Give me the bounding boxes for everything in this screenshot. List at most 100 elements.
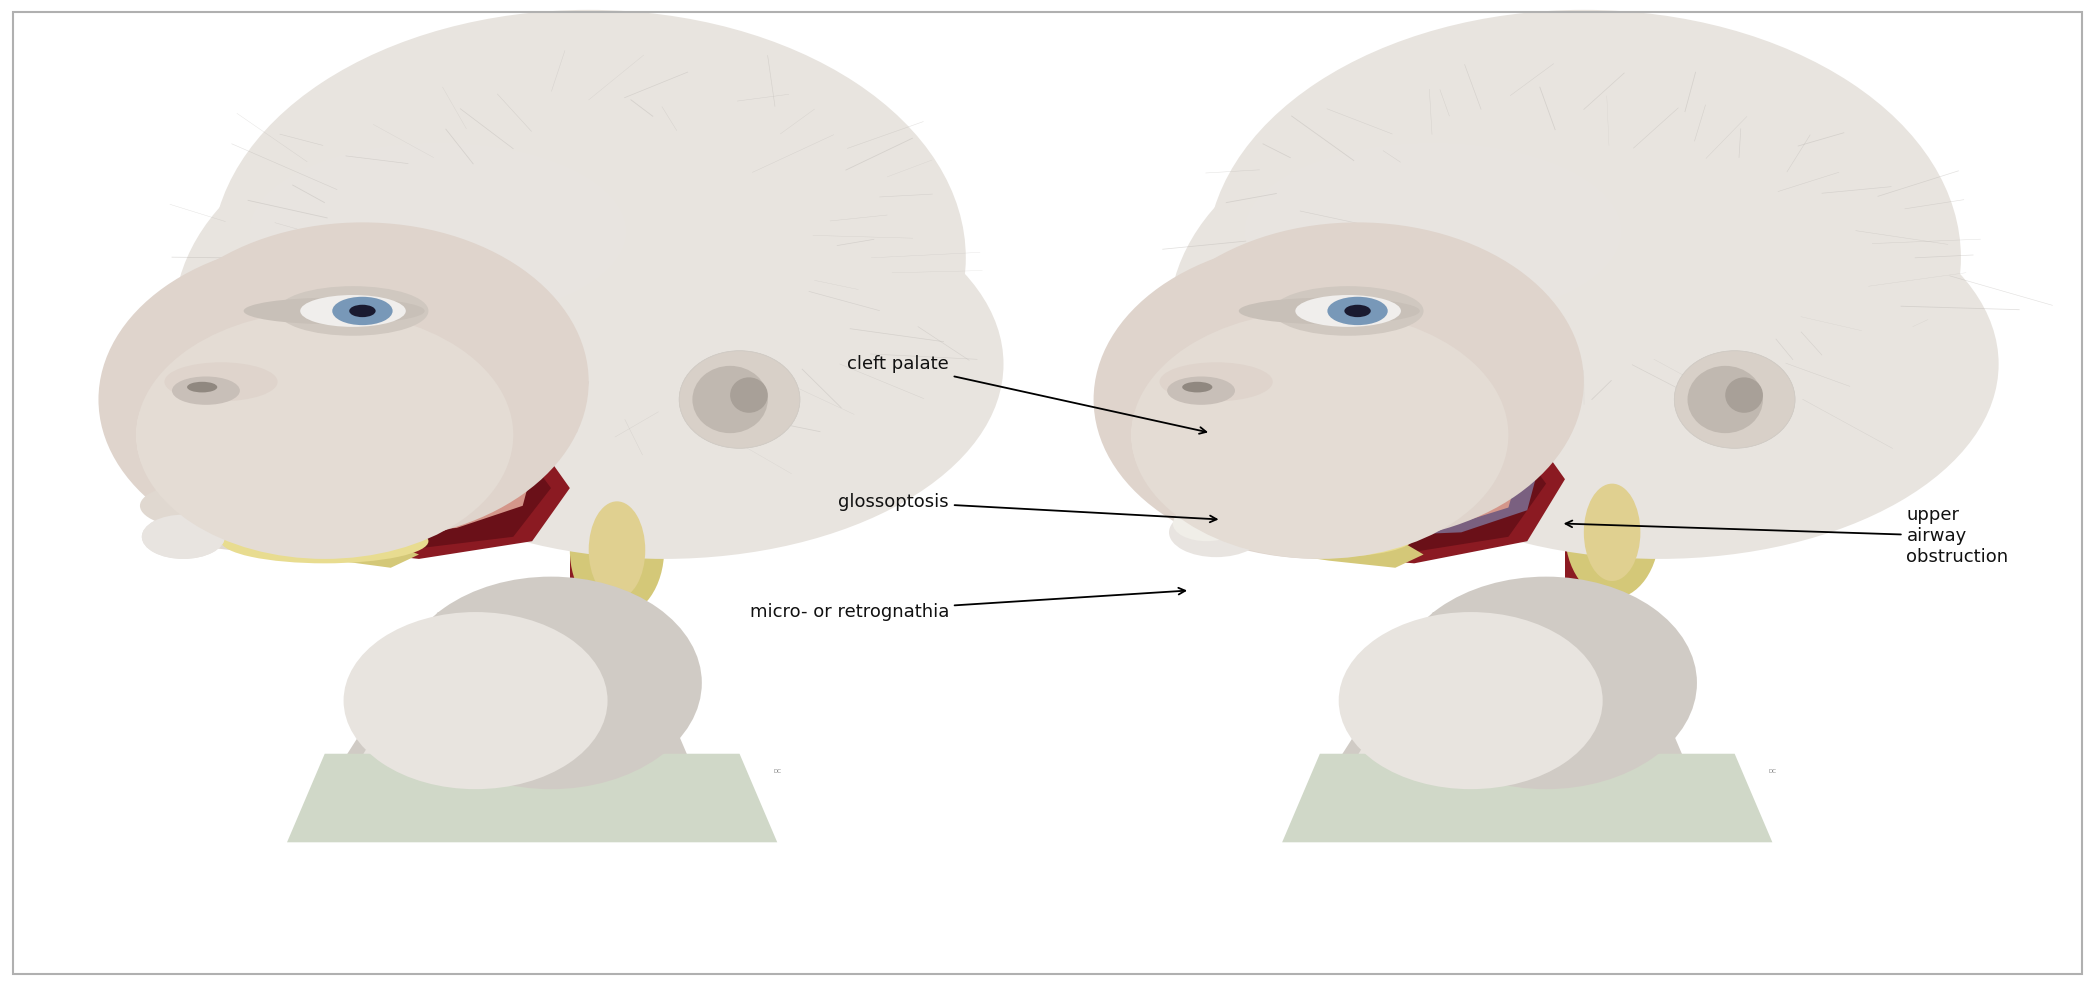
Polygon shape — [174, 519, 249, 550]
Ellipse shape — [729, 377, 767, 413]
Ellipse shape — [300, 295, 406, 327]
Polygon shape — [287, 754, 777, 842]
Polygon shape — [1282, 754, 1772, 842]
Ellipse shape — [174, 107, 777, 532]
Ellipse shape — [1272, 286, 1425, 336]
Ellipse shape — [277, 286, 427, 336]
Polygon shape — [1349, 612, 1659, 771]
Ellipse shape — [1659, 293, 1886, 470]
Ellipse shape — [1328, 297, 1387, 325]
Ellipse shape — [1689, 366, 1764, 433]
Polygon shape — [201, 403, 513, 461]
Polygon shape — [325, 612, 702, 789]
Ellipse shape — [243, 297, 425, 324]
Ellipse shape — [729, 377, 767, 413]
Ellipse shape — [1584, 125, 1886, 338]
Ellipse shape — [1207, 10, 1961, 506]
Polygon shape — [1565, 488, 1622, 771]
Ellipse shape — [1182, 382, 1213, 393]
Ellipse shape — [679, 350, 800, 448]
Text: cleft palate: cleft palate — [846, 355, 1207, 434]
Ellipse shape — [1689, 366, 1764, 433]
Ellipse shape — [1339, 612, 1603, 789]
Ellipse shape — [201, 435, 503, 523]
Ellipse shape — [1161, 362, 1274, 401]
Ellipse shape — [1345, 305, 1370, 317]
Ellipse shape — [1295, 295, 1402, 327]
Polygon shape — [1226, 437, 1536, 536]
Ellipse shape — [136, 222, 589, 541]
Ellipse shape — [1161, 362, 1274, 401]
Text: upper
airway
obstruction: upper airway obstruction — [1565, 507, 2009, 566]
Ellipse shape — [1295, 295, 1402, 327]
Polygon shape — [570, 488, 626, 771]
Ellipse shape — [98, 240, 551, 559]
Polygon shape — [1381, 408, 1410, 433]
Polygon shape — [1177, 391, 1565, 563]
Ellipse shape — [1238, 297, 1420, 324]
Ellipse shape — [136, 311, 513, 559]
Ellipse shape — [142, 515, 224, 559]
Ellipse shape — [1182, 382, 1213, 393]
Polygon shape — [184, 510, 419, 568]
Polygon shape — [352, 612, 664, 771]
Polygon shape — [174, 400, 570, 559]
Ellipse shape — [1724, 377, 1762, 413]
Ellipse shape — [186, 382, 218, 393]
Ellipse shape — [1724, 377, 1762, 413]
Ellipse shape — [140, 481, 283, 530]
Ellipse shape — [1167, 377, 1236, 404]
Ellipse shape — [589, 125, 890, 338]
Ellipse shape — [350, 305, 375, 317]
Ellipse shape — [1244, 143, 1622, 320]
Ellipse shape — [1584, 483, 1640, 581]
Text: glossoptosis: glossoptosis — [838, 493, 1217, 523]
Ellipse shape — [1565, 465, 1659, 598]
Ellipse shape — [142, 515, 224, 559]
Ellipse shape — [172, 377, 239, 404]
Ellipse shape — [186, 382, 218, 393]
Ellipse shape — [664, 293, 890, 470]
Polygon shape — [1196, 401, 1381, 435]
Ellipse shape — [1131, 222, 1584, 541]
Ellipse shape — [277, 286, 427, 336]
Polygon shape — [1244, 441, 1517, 530]
Text: DC: DC — [773, 769, 781, 774]
Ellipse shape — [212, 10, 966, 506]
Ellipse shape — [1169, 508, 1263, 557]
Polygon shape — [1404, 417, 1508, 453]
Ellipse shape — [333, 297, 392, 325]
Ellipse shape — [691, 366, 767, 433]
Ellipse shape — [1226, 386, 1414, 412]
Ellipse shape — [300, 295, 406, 327]
Polygon shape — [570, 647, 616, 763]
Ellipse shape — [249, 143, 626, 320]
Ellipse shape — [136, 329, 438, 541]
Polygon shape — [184, 433, 532, 536]
Ellipse shape — [199, 397, 281, 429]
Ellipse shape — [1173, 506, 1240, 541]
Ellipse shape — [679, 350, 800, 448]
Polygon shape — [1207, 504, 1425, 568]
Text: DC: DC — [1768, 769, 1777, 774]
Ellipse shape — [333, 297, 392, 325]
Polygon shape — [1196, 400, 1546, 552]
Polygon shape — [578, 647, 616, 771]
Ellipse shape — [1094, 240, 1546, 559]
Ellipse shape — [1328, 297, 1387, 325]
Polygon shape — [220, 393, 476, 428]
Ellipse shape — [222, 520, 427, 563]
Polygon shape — [193, 403, 551, 548]
Ellipse shape — [344, 612, 608, 789]
Ellipse shape — [1395, 577, 1697, 789]
Text: micro- or retrognathia: micro- or retrognathia — [750, 587, 1186, 621]
Ellipse shape — [1253, 448, 1517, 519]
Ellipse shape — [589, 501, 645, 598]
Ellipse shape — [163, 362, 277, 401]
Ellipse shape — [1244, 519, 1414, 557]
Ellipse shape — [1272, 286, 1425, 336]
Ellipse shape — [570, 483, 664, 616]
Ellipse shape — [172, 377, 239, 404]
Ellipse shape — [350, 305, 375, 317]
Ellipse shape — [1674, 350, 1795, 448]
